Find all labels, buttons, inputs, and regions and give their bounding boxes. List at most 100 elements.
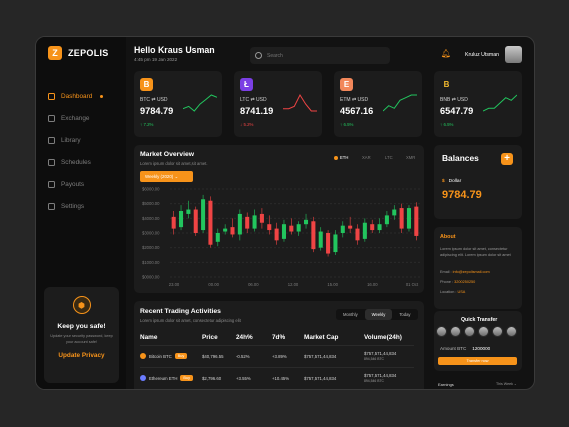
etm-icon: E: [340, 78, 353, 91]
col-name: Name: [140, 334, 158, 342]
sparkline-path: [283, 93, 317, 112]
candle-body[interactable]: [230, 227, 235, 235]
candle-body[interactable]: [392, 209, 397, 216]
candle-body[interactable]: [201, 199, 206, 231]
candle-body[interactable]: [186, 209, 191, 214]
greeting: Hello Kraus Usman: [134, 45, 215, 55]
candle-body[interactable]: [296, 224, 301, 232]
tab-weekly[interactable]: Weekly: [364, 309, 393, 320]
transfer-contacts: [436, 326, 517, 337]
coin-card-bnb[interactable]: B BNB ⇄ USD 6547.79 ↑ 6.5%: [434, 71, 522, 137]
avatar[interactable]: [450, 326, 461, 337]
update-privacy-link[interactable]: Update Privacy: [58, 352, 105, 360]
candle-body[interactable]: [171, 216, 176, 229]
search-bar[interactable]: [250, 47, 390, 64]
candle-body[interactable]: [384, 215, 389, 225]
legend-xmr[interactable]: XMR: [406, 155, 415, 160]
coin-change: ↓ 5.2%: [240, 122, 253, 127]
sidebar-nav: Dashboard Exchange Library Schedules Pay…: [48, 85, 104, 217]
logo[interactable]: Z ZEPOLIS: [48, 46, 109, 60]
candle-body[interactable]: [355, 228, 360, 241]
search-input[interactable]: [267, 52, 377, 59]
candle-body[interactable]: [348, 225, 353, 229]
candle-body[interactable]: [223, 228, 228, 232]
candle-body[interactable]: [362, 222, 367, 239]
avatar[interactable]: [478, 326, 489, 337]
transfer-now-button[interactable]: Transfer now: [438, 357, 517, 365]
buy-button[interactable]: Buy: [180, 375, 193, 382]
trend-arrow-icon: ↑: [140, 122, 143, 127]
coin-sparkline: [483, 94, 517, 112]
coin-change: ↑ 6.5%: [340, 122, 353, 127]
col-volume: Volume(24h): [364, 334, 402, 342]
tab-monthly[interactable]: Monthly: [343, 312, 358, 317]
legend-xar[interactable]: XAR: [362, 155, 371, 160]
table-row[interactable]: Bitcoin BTC Buy $40,796.55 -0.52% +3.89% …: [140, 344, 414, 367]
notification-bell-icon[interactable]: 🔔︎: [440, 49, 452, 58]
candle-body[interactable]: [245, 216, 250, 229]
candle-body[interactable]: [311, 221, 316, 250]
candle-body[interactable]: [399, 208, 404, 229]
volume-coin: 894,546 BTC: [364, 357, 384, 361]
candle-body[interactable]: [377, 224, 382, 231]
col-market-cap: Market Cap: [304, 334, 339, 342]
tab-today[interactable]: Today: [399, 312, 411, 317]
candle-body[interactable]: [318, 231, 323, 248]
candle-body[interactable]: [179, 211, 184, 228]
candle-body[interactable]: [237, 213, 242, 235]
sidebar-item-dashboard[interactable]: Dashboard: [48, 85, 104, 107]
avatar[interactable]: [436, 326, 447, 337]
candle-body[interactable]: [252, 215, 257, 229]
candle-body[interactable]: [215, 233, 220, 242]
candle-body[interactable]: [281, 224, 286, 239]
location-value: USA: [457, 290, 466, 294]
about-location: Location : USA: [440, 290, 465, 294]
coin-change-value: 6.5%: [343, 122, 354, 127]
candle-body[interactable]: [289, 225, 294, 232]
row-market-cap: $757,571,44,834: [304, 344, 364, 367]
candle-body[interactable]: [259, 213, 264, 223]
candle-body[interactable]: [208, 200, 213, 245]
table-row[interactable]: Ethereum ETH Buy $2,796.60 +3.55% +10.45%…: [140, 366, 414, 389]
candle-body[interactable]: [406, 208, 411, 229]
candle-body[interactable]: [326, 233, 331, 254]
candle-body[interactable]: [340, 225, 345, 233]
avatar[interactable]: [464, 326, 475, 337]
y-tick-label: $0000.00: [142, 275, 160, 280]
sidebar-item-settings[interactable]: Settings: [48, 195, 103, 217]
sparkline-path: [483, 94, 517, 112]
location-label: Location :: [440, 290, 457, 294]
candle-body[interactable]: [414, 206, 419, 236]
coin-card-btc[interactable]: B BTC ⇄ USD 9784.79 ↑ 7.2%: [134, 71, 222, 137]
avatar[interactable]: [506, 326, 517, 337]
email-link[interactable]: info@zepolismail.com: [452, 270, 490, 274]
sidebar-item-exchange[interactable]: Exchange: [48, 107, 103, 129]
buy-button[interactable]: Buy: [174, 353, 188, 359]
candle-body[interactable]: [274, 228, 279, 241]
coin-sparkline: [283, 93, 317, 112]
candle-body[interactable]: [193, 209, 198, 233]
phone-label: Phone :: [440, 280, 454, 284]
row-24h: -0.52%: [236, 344, 272, 367]
sidebar-item-library[interactable]: Library: [48, 129, 103, 151]
sidebar-item-payouts[interactable]: Payouts: [48, 173, 103, 195]
period-dropdown[interactable]: Weekly (2020) ⌄: [140, 171, 193, 182]
candle-body[interactable]: [370, 224, 375, 231]
legend-ltc[interactable]: LTC: [385, 155, 393, 160]
sidebar-item-label: Library: [61, 136, 81, 144]
coin-card-ltc[interactable]: Ł LTC ⇄ USD 8741.19 ↓ 5.2%: [234, 71, 322, 137]
add-balance-button[interactable]: +: [501, 153, 513, 165]
transfer-amount[interactable]: Amount BTC 1200000: [440, 346, 490, 351]
candle-body[interactable]: [333, 234, 338, 253]
safe-card-text: Update your security password, keep your…: [50, 334, 113, 344]
candle-body[interactable]: [267, 224, 272, 231]
avatar[interactable]: [505, 46, 522, 63]
avatar[interactable]: [492, 326, 503, 337]
earnings-filter[interactable]: This Week ⌄: [496, 382, 517, 386]
coin-card-etm[interactable]: E ETM ⇄ USD 4567.16 ↑ 6.5%: [334, 71, 422, 137]
sidebar-item-schedules[interactable]: Schedules: [48, 151, 103, 173]
legend-eth[interactable]: ETH: [334, 155, 348, 160]
balance-amount: 9784.79: [442, 189, 482, 201]
amount-value[interactable]: 1200000: [472, 346, 491, 351]
candle-body[interactable]: [304, 219, 309, 225]
